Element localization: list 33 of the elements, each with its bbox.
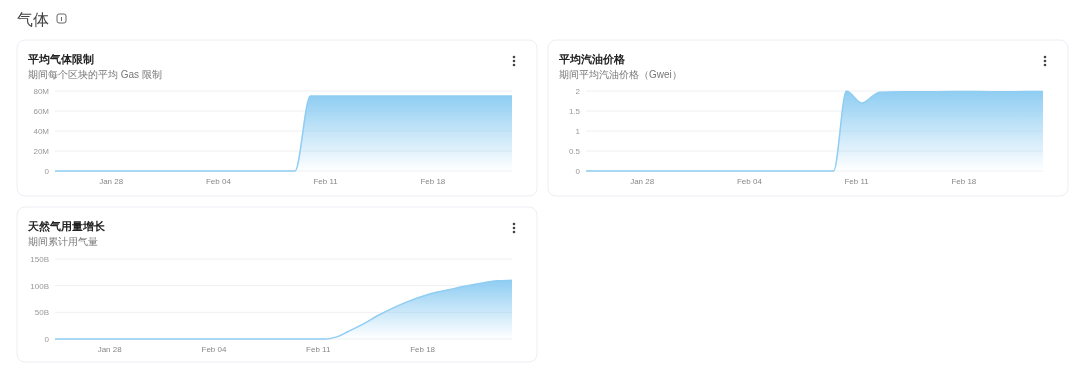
x-tick-label: Jan 28: [99, 177, 124, 186]
chart-subtitle: 期间平均汽油价格（Gwei）: [559, 69, 682, 80]
x-tick-label: Feb 18: [410, 345, 436, 354]
chart-subtitle: 期间每个区块的平均 Gas 限制: [28, 69, 162, 80]
x-tick-label: Jan 28: [97, 345, 123, 354]
y-tick-label: 1.5: [568, 107, 581, 116]
y-tick-label: 80M: [33, 87, 50, 96]
y-tick-label: 0: [44, 167, 50, 176]
y-tick-label: 20M: [33, 147, 50, 156]
y-tick-label: 0: [44, 335, 50, 344]
x-tick-label: Jan 28: [630, 177, 655, 186]
text: 气体: [17, 11, 49, 28]
y-tick-label: 150B: [30, 255, 49, 264]
y-tick-label: 40M: [33, 127, 50, 136]
x-tick-label: Feb 18: [420, 177, 446, 186]
x-tick-label: Feb 11: [306, 345, 331, 354]
chart-title: 天然气用量增长: [27, 220, 106, 233]
chart-subtitle: 期间累计用气量: [28, 236, 98, 247]
y-tick-label: 50B: [34, 308, 49, 318]
chart-title: 平均汽油价格: [558, 53, 626, 65]
y-tick-label: 60M: [33, 107, 50, 116]
y-tick-label: 0.5: [568, 147, 581, 156]
x-tick-label: Feb 04: [736, 177, 763, 186]
chart-title: 平均气体限制: [27, 53, 94, 65]
y-tick-label: 100B: [30, 281, 49, 291]
y-tick-label: 1: [575, 127, 581, 136]
x-tick-label: Feb 11: [844, 177, 870, 186]
x-tick-label: Feb 04: [201, 345, 227, 354]
x-tick-label: Feb 11: [313, 177, 339, 186]
y-tick-label: 0: [575, 167, 581, 176]
y-tick-label: 2: [575, 87, 581, 96]
x-tick-label: Feb 04: [205, 177, 232, 186]
x-tick-label: Feb 18: [951, 177, 977, 186]
